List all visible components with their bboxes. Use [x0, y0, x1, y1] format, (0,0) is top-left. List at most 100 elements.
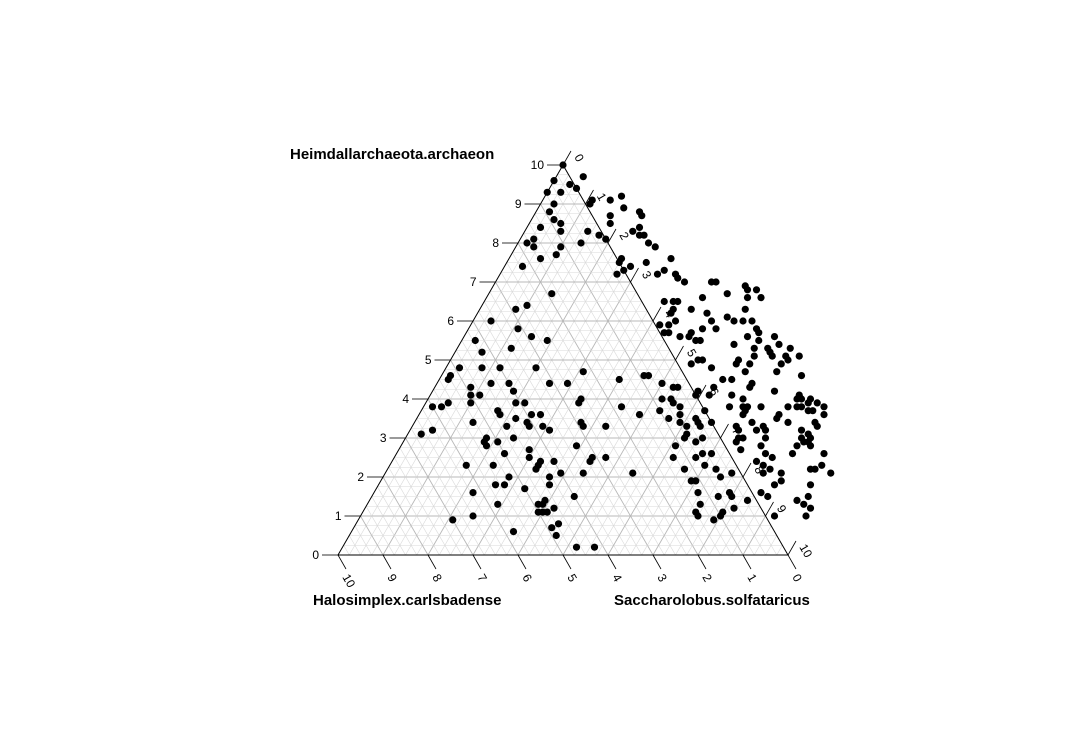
tick-label-left-axis: 4: [609, 572, 625, 585]
data-point: [696, 500, 704, 508]
data-point: [588, 196, 596, 204]
data-point: [712, 465, 720, 473]
data-point: [827, 469, 835, 477]
data-point: [730, 504, 738, 512]
data-point: [617, 403, 626, 411]
data-point: [651, 243, 659, 251]
tick-label-top-axis: 0: [312, 548, 319, 562]
data-point: [813, 422, 821, 430]
data-point: [577, 395, 585, 403]
grid-line: [652, 437, 721, 556]
grid-line: [348, 535, 361, 556]
tick-mark-right-axis: [765, 501, 774, 517]
data-point: [550, 177, 558, 185]
grid-line: [410, 428, 485, 556]
data-point: [797, 372, 806, 380]
data-point: [777, 477, 785, 485]
grid-line: [528, 330, 659, 556]
tick-mark-right-axis: [585, 189, 594, 205]
data-point: [728, 391, 736, 399]
data-point: [748, 379, 756, 387]
data-point: [757, 403, 765, 411]
data-point: [797, 426, 806, 434]
tick-label-left-axis: 5: [564, 572, 580, 585]
grid-line: [776, 545, 783, 556]
data-point: [707, 418, 716, 426]
data-point: [764, 492, 772, 501]
data-point: [786, 344, 794, 352]
grid-line: [365, 506, 395, 556]
grid-line: [663, 447, 727, 556]
tick-label-top-axis: 1: [335, 509, 342, 523]
tick-label-left-axis: 6: [519, 572, 535, 585]
grid-line: [444, 369, 553, 556]
tick-mark-right-axis: [652, 306, 662, 322]
data-point: [536, 411, 545, 419]
data-point: [552, 251, 560, 259]
corner-label-right: Saccharolobus.solfataricus: [614, 592, 810, 609]
data-point: [656, 321, 664, 329]
data-point: [635, 223, 644, 231]
tick-mark-right-axis: [697, 384, 707, 400]
data-point: [730, 340, 738, 348]
data-point: [665, 329, 673, 337]
data-point: [728, 492, 736, 501]
data-point: [642, 258, 650, 267]
data-point: [579, 173, 587, 181]
data-point: [757, 294, 765, 302]
tick-label-right-axis: 10: [796, 542, 815, 561]
data-point: [629, 469, 637, 477]
data-point: [550, 200, 558, 208]
data-point: [428, 403, 437, 411]
data-point: [512, 414, 520, 423]
grid-line: [534, 213, 733, 556]
data-point: [748, 418, 756, 426]
data-point: [676, 411, 684, 419]
grid-line: [523, 233, 710, 556]
grid-line: [433, 389, 530, 556]
tick-label-left-axis: 10: [339, 572, 358, 591]
grid-line: [388, 467, 440, 556]
data-point: [784, 356, 792, 364]
data-point: [746, 360, 754, 368]
data-point: [712, 325, 720, 333]
data-point: [586, 457, 594, 465]
data-point: [494, 438, 502, 446]
grid-line: [382, 476, 429, 556]
corner-label-top: Heimdallarchaeota.archaeon: [290, 146, 494, 163]
grid-line: [427, 398, 519, 556]
data-point: [750, 344, 758, 352]
data-point: [606, 196, 614, 204]
data-point: [534, 461, 542, 469]
data-point: [773, 368, 781, 376]
data-point: [530, 243, 538, 251]
data-point: [737, 446, 745, 454]
data-point: [728, 469, 736, 477]
data-point: [755, 329, 763, 337]
data-point: [507, 344, 515, 352]
data-point: [478, 348, 486, 356]
data-point: [669, 453, 677, 462]
data-point: [482, 442, 491, 450]
tick-mark-left-axis: [427, 554, 437, 570]
grid-line: [596, 389, 693, 556]
data-point: [467, 399, 475, 407]
data-point: [615, 375, 623, 384]
grid-line: [461, 340, 586, 556]
data-point: [793, 442, 801, 450]
tick-label-top-axis: 2: [357, 470, 364, 484]
data-point: [728, 375, 736, 384]
data-point: [509, 528, 518, 536]
data-point: [683, 430, 691, 438]
data-point: [775, 411, 783, 419]
grid-line: [489, 291, 643, 556]
data-point: [770, 512, 779, 520]
data-point: [635, 208, 644, 216]
tick-mark-left-axis: [787, 554, 797, 570]
data-point: [554, 520, 563, 528]
grid-line: [731, 506, 761, 556]
data-point: [788, 450, 797, 458]
data-point: [743, 294, 752, 302]
data-point: [444, 399, 452, 407]
data-point: [743, 333, 752, 341]
